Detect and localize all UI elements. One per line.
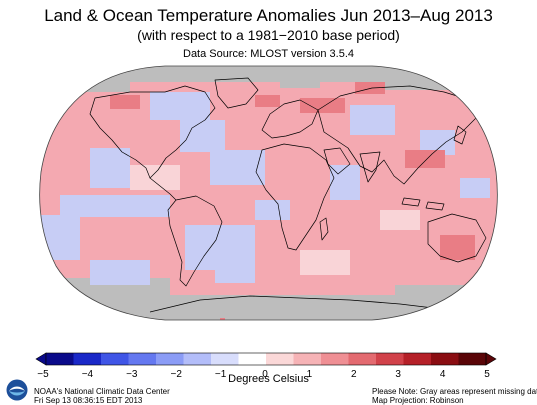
colorbar-segment	[403, 353, 432, 365]
units-label: Degrees Celsius	[228, 373, 309, 385]
colorbar-segment	[128, 353, 157, 365]
colorbar-left-arrow	[35, 352, 47, 366]
footer-date: Fri Sep 13 08:36:15 EDT 2013	[34, 396, 143, 405]
colorbar-tick-label: −2	[170, 369, 182, 380]
colorbar-segment	[266, 353, 294, 365]
colorbar-tick-label: −4	[81, 369, 94, 380]
anomaly-field	[39, 66, 498, 320]
colorbar-segment	[101, 353, 129, 365]
colorbar-right-arrow	[485, 352, 497, 366]
cool-anomaly-regions	[40, 92, 490, 285]
colorbar-tick-label: −1	[214, 369, 227, 380]
footer-right: Please Note: Gray areas represent missin…	[372, 387, 537, 405]
colorbar-segment	[73, 353, 102, 365]
warm-anomaly-regions	[110, 82, 475, 260]
colorbar-tick-label: 2	[351, 369, 357, 380]
colorbar-border	[45, 352, 487, 366]
colorbar-segment	[183, 353, 212, 365]
colorbar-segment	[238, 353, 267, 365]
antarctica-outline	[149, 295, 451, 313]
colorbar-segment	[458, 353, 487, 365]
colorbar-tick-label: 4	[439, 369, 446, 380]
colorbar-tick-label: 0	[262, 369, 268, 380]
colorbar-tick-label: 5	[484, 369, 490, 380]
colorbar-segment	[211, 353, 239, 365]
colorbar-tick-label: 3	[395, 369, 401, 380]
colorbar-tick-label: −5	[37, 369, 49, 380]
colorbar-tick-label: −3	[126, 369, 138, 380]
colorbar-segment	[348, 353, 377, 365]
colorbar-segment	[293, 353, 322, 365]
footer-left: NOAA's National Climatic Data Center Fri…	[34, 387, 170, 405]
footer-note: Please Note: Gray areas represent missin…	[372, 387, 537, 396]
footer-projection: Map Projection: Robinson	[372, 396, 464, 405]
data-source: Data Source: MLOST version 3.5.4	[183, 48, 354, 60]
noaa-logo	[6, 379, 28, 401]
colorbar-segment	[431, 353, 459, 365]
arctic-missing-data	[39, 66, 498, 82]
map-border	[39, 65, 498, 321]
colorbar-segment	[156, 353, 184, 365]
colorbar-tick-label: 1	[306, 369, 313, 380]
colorbar-segment	[376, 353, 404, 365]
map-title: Land & Ocean Temperature Anomalies Jun 2…	[44, 6, 493, 25]
map-subtitle: (with respect to a 1981−2010 base period…	[137, 27, 400, 43]
colorbar-segment	[46, 353, 74, 365]
colorbar-segment	[321, 353, 349, 365]
footer-org: NOAA's National Climatic Data Center	[34, 387, 170, 396]
